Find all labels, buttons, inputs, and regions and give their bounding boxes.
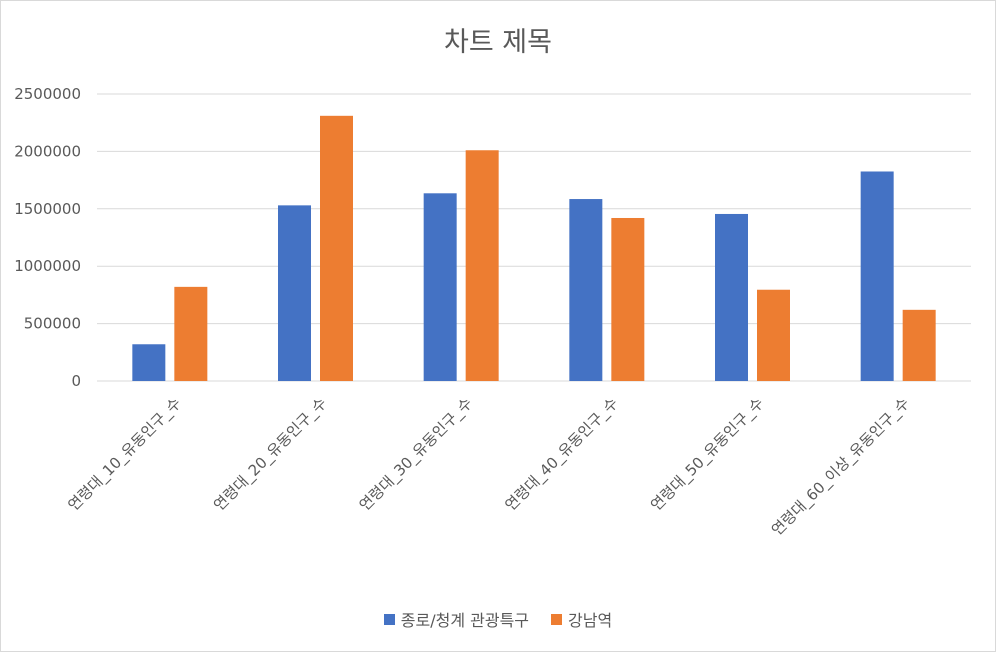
x-tick-label: 연령대_10_유동인구_수 (64, 394, 185, 515)
y-tick-label: 1000000 (14, 257, 81, 275)
bar-series-1-cat-5 (715, 213, 748, 381)
bar-series-2-cat-3 (465, 150, 499, 381)
legend-label-series-2: 강남역 (568, 611, 613, 630)
bar-series-1-cat-6 (860, 171, 894, 381)
x-tick-label: 연령대_20_유동인구_수 (210, 394, 331, 515)
chart-title: 차트 제목 (444, 27, 552, 58)
x-tick-label: 연령대_60_이상_유동인구_수 (768, 394, 914, 540)
legend-swatch-series-1 (383, 613, 395, 625)
bar-series-1-cat-3 (423, 193, 457, 381)
y-tick-label: 0 (71, 372, 81, 390)
legend-swatch-series-2 (551, 613, 563, 625)
y-tick-label: 500000 (24, 315, 81, 333)
bars (132, 115, 936, 381)
legend-item-series-1: 종로/청계 관광특구 (383, 607, 530, 631)
y-tick-label: 2000000 (14, 142, 81, 160)
y-tick-label: 1500000 (14, 200, 81, 218)
bar-series-2-cat-4 (611, 217, 645, 381)
legend-item-series-2: 강남역 (551, 607, 612, 631)
x-tick-label: 연령대_40_유동인구_수 (501, 394, 622, 515)
bar-series-2-cat-6 (902, 309, 936, 381)
gridlines (97, 93, 971, 382)
bar-series-2-cat-2 (320, 115, 353, 381)
bar-series-2-cat-5 (757, 289, 790, 381)
y-tick-label: 2500000 (14, 85, 81, 103)
x-axis-labels: 연령대_10_유동인구_수 연령대_20_유동인구_수 연령대_30_유동인구_수 연… (64, 394, 913, 540)
bar-series-2-cat-1 (174, 286, 208, 381)
y-axis-ticks: 0 500000 1000000 1500000 2000000 2500000 (14, 85, 81, 390)
bar-series-1-cat-1 (132, 344, 166, 381)
bar-series-1-cat-4 (569, 199, 603, 381)
x-tick-label: 연령대_50_유동인구_수 (647, 394, 768, 515)
legend-label-series-1: 종로/청계 관광특구 (400, 611, 530, 630)
legend: 종로/청계 관광특구 강남역 (0, 607, 996, 631)
x-tick-label: 연령대_30_유동인구_수 (356, 394, 477, 515)
bar-series-1-cat-2 (278, 205, 311, 381)
